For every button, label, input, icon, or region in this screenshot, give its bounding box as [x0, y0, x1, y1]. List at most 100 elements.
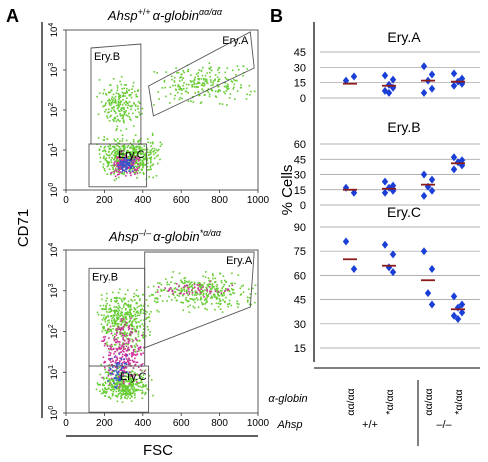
event-dot: [124, 168, 127, 170]
event-dot: [115, 177, 118, 180]
event-dot: [122, 372, 124, 374]
flow-plot-mutant-dots: [95, 271, 257, 403]
event-dot: [110, 89, 113, 91]
event-dot: [158, 98, 160, 100]
event-dot: [118, 110, 120, 112]
event-dot: [121, 300, 123, 303]
event-dot: [122, 379, 125, 381]
data-point: [381, 177, 389, 186]
event-dot: [103, 308, 106, 311]
event-dot: [131, 355, 133, 358]
event-dot: [96, 382, 99, 384]
event-dot: [119, 110, 121, 113]
event-dot: [233, 78, 235, 81]
gate-label: Ery.A: [222, 35, 249, 47]
event-dot: [207, 285, 210, 287]
event-dot: [140, 319, 142, 322]
event-dot: [119, 157, 122, 160]
event-dot: [115, 101, 117, 103]
event-dot: [119, 320, 122, 323]
event-dot: [126, 90, 128, 92]
y-tick-label: 30: [294, 62, 306, 74]
event-dot: [141, 392, 143, 395]
event-dot: [137, 388, 139, 391]
event-dot: [114, 395, 117, 397]
event-dot: [114, 383, 117, 386]
event-dot: [143, 173, 145, 175]
event-dot: [116, 89, 119, 92]
event-dot: [131, 354, 133, 356]
event-dot: [116, 144, 118, 147]
event-dot: [103, 88, 106, 91]
event-dot: [157, 301, 159, 303]
event-dot: [128, 388, 131, 391]
event-dot: [130, 298, 132, 301]
y-tick-label: 101: [48, 365, 60, 380]
event-dot: [197, 282, 200, 284]
event-dot: [128, 342, 130, 344]
event-dot: [104, 395, 106, 397]
event-dot: [143, 309, 145, 311]
event-dot: [115, 328, 118, 331]
event-dot: [129, 118, 131, 120]
event-dot: [240, 86, 242, 89]
event-dot: [107, 388, 109, 390]
event-dot: [232, 291, 234, 294]
event-dot: [134, 351, 137, 353]
event-dot: [185, 280, 188, 283]
event-dot: [127, 346, 130, 349]
event-dot: [169, 287, 172, 289]
event-dot: [114, 154, 117, 157]
event-dot: [246, 68, 248, 70]
event-dot: [130, 160, 133, 162]
event-dot: [128, 349, 130, 351]
event-dot: [206, 72, 208, 74]
event-dot: [105, 382, 107, 385]
event-dot: [122, 297, 125, 300]
event-dot: [204, 276, 207, 278]
event-dot: [125, 388, 128, 390]
event-dot: [190, 298, 193, 300]
y-tick-label: 30: [294, 319, 306, 331]
event-dot: [106, 344, 108, 346]
event-dot: [121, 91, 124, 94]
event-dot: [116, 128, 118, 130]
percent-cells-panel: % Cells Ery.A0153045Ery.B015304560Ery.C1…: [268, 22, 480, 446]
event-dot: [193, 287, 195, 289]
event-dot: [105, 317, 107, 320]
event-dot: [116, 85, 119, 87]
event-dot: [129, 316, 131, 319]
event-dot: [137, 108, 139, 110]
event-dot: [245, 98, 248, 100]
event-dot: [112, 170, 115, 173]
event-dot: [155, 149, 158, 151]
event-dot: [226, 303, 229, 306]
event-dot: [231, 288, 233, 290]
event-dot: [126, 97, 128, 99]
event-dot: [207, 293, 210, 296]
event-dot: [205, 293, 207, 295]
event-dot: [149, 153, 152, 156]
event-dot: [202, 293, 205, 296]
event-dot: [119, 379, 122, 382]
event-dot: [125, 100, 127, 103]
event-dot: [185, 90, 188, 93]
event-dot: [125, 315, 127, 318]
event-dot: [108, 148, 111, 151]
event-dot: [132, 383, 134, 386]
event-dot: [103, 314, 105, 317]
event-dot: [185, 87, 188, 90]
event-dot: [199, 299, 202, 301]
event-dot: [119, 360, 121, 363]
event-dot: [129, 333, 132, 336]
event-dot: [200, 101, 203, 104]
event-dot: [216, 76, 219, 79]
event-dot: [217, 67, 220, 70]
event-dot: [99, 373, 102, 376]
event-dot: [248, 288, 250, 291]
event-dot: [152, 163, 155, 166]
event-dot: [214, 79, 216, 82]
event-dot: [206, 288, 208, 291]
event-dot: [114, 312, 116, 315]
event-dot: [225, 296, 227, 299]
